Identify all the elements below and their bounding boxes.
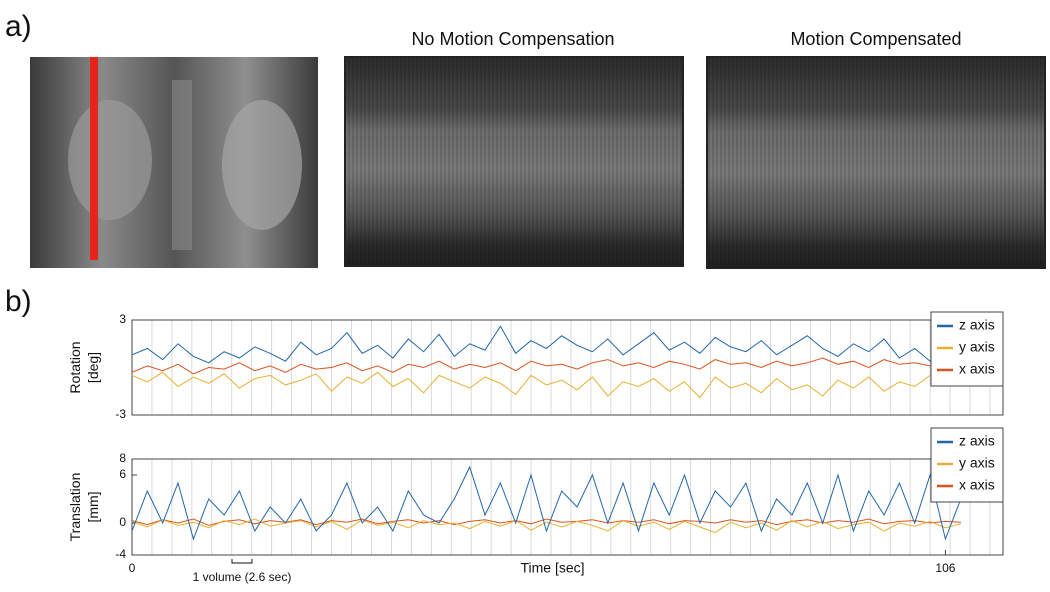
y-tick-label: 8 [119,451,126,465]
series-line [131,465,962,541]
legend-label: y axis [959,339,995,355]
x-tick-label: 0 [129,561,136,575]
kymograph [706,56,1046,269]
y-axis-label-line: Rotation [67,341,83,393]
legend-label: z axis [959,433,995,449]
y-tick-label: 6 [119,467,126,481]
y-axis-label-line: [deg] [85,352,101,383]
plot-frame [131,319,1004,416]
x-tick-label: 106 [935,561,955,575]
panel-label: a) [5,10,32,43]
image-title: Motion Compensated [790,29,961,49]
volume-bracket [231,559,253,564]
legend-box [930,427,1004,503]
y-axis-label-line: [mm] [85,491,101,522]
series-line [131,357,961,375]
annotation: 1 volume (2.6 sec) [193,570,292,584]
plot-frame [131,458,1004,556]
y-tick-label: -4 [115,547,126,561]
kymograph [344,56,684,267]
x-axis-label: Time [sec] [520,560,584,576]
y-tick-label: -3 [115,407,126,421]
slice-marker [90,57,98,260]
legend-label: x axis [959,477,995,493]
y-tick-label: 0 [119,515,126,529]
y-tick-label: 3 [119,312,126,326]
legend-label: y axis [959,455,995,471]
image-title: No Motion Compensation [411,29,614,49]
legend-label: x axis [959,361,995,377]
panel-label: b) [5,285,32,318]
y-axis-label: Translation [mm] [67,473,101,542]
mri-image [30,57,318,268]
series-line [131,325,961,364]
y-axis-label: Rotation [deg] [67,341,101,393]
legend-label: z axis [959,317,995,333]
y-axis-label-line: Translation [67,473,83,542]
series-line [131,371,961,399]
